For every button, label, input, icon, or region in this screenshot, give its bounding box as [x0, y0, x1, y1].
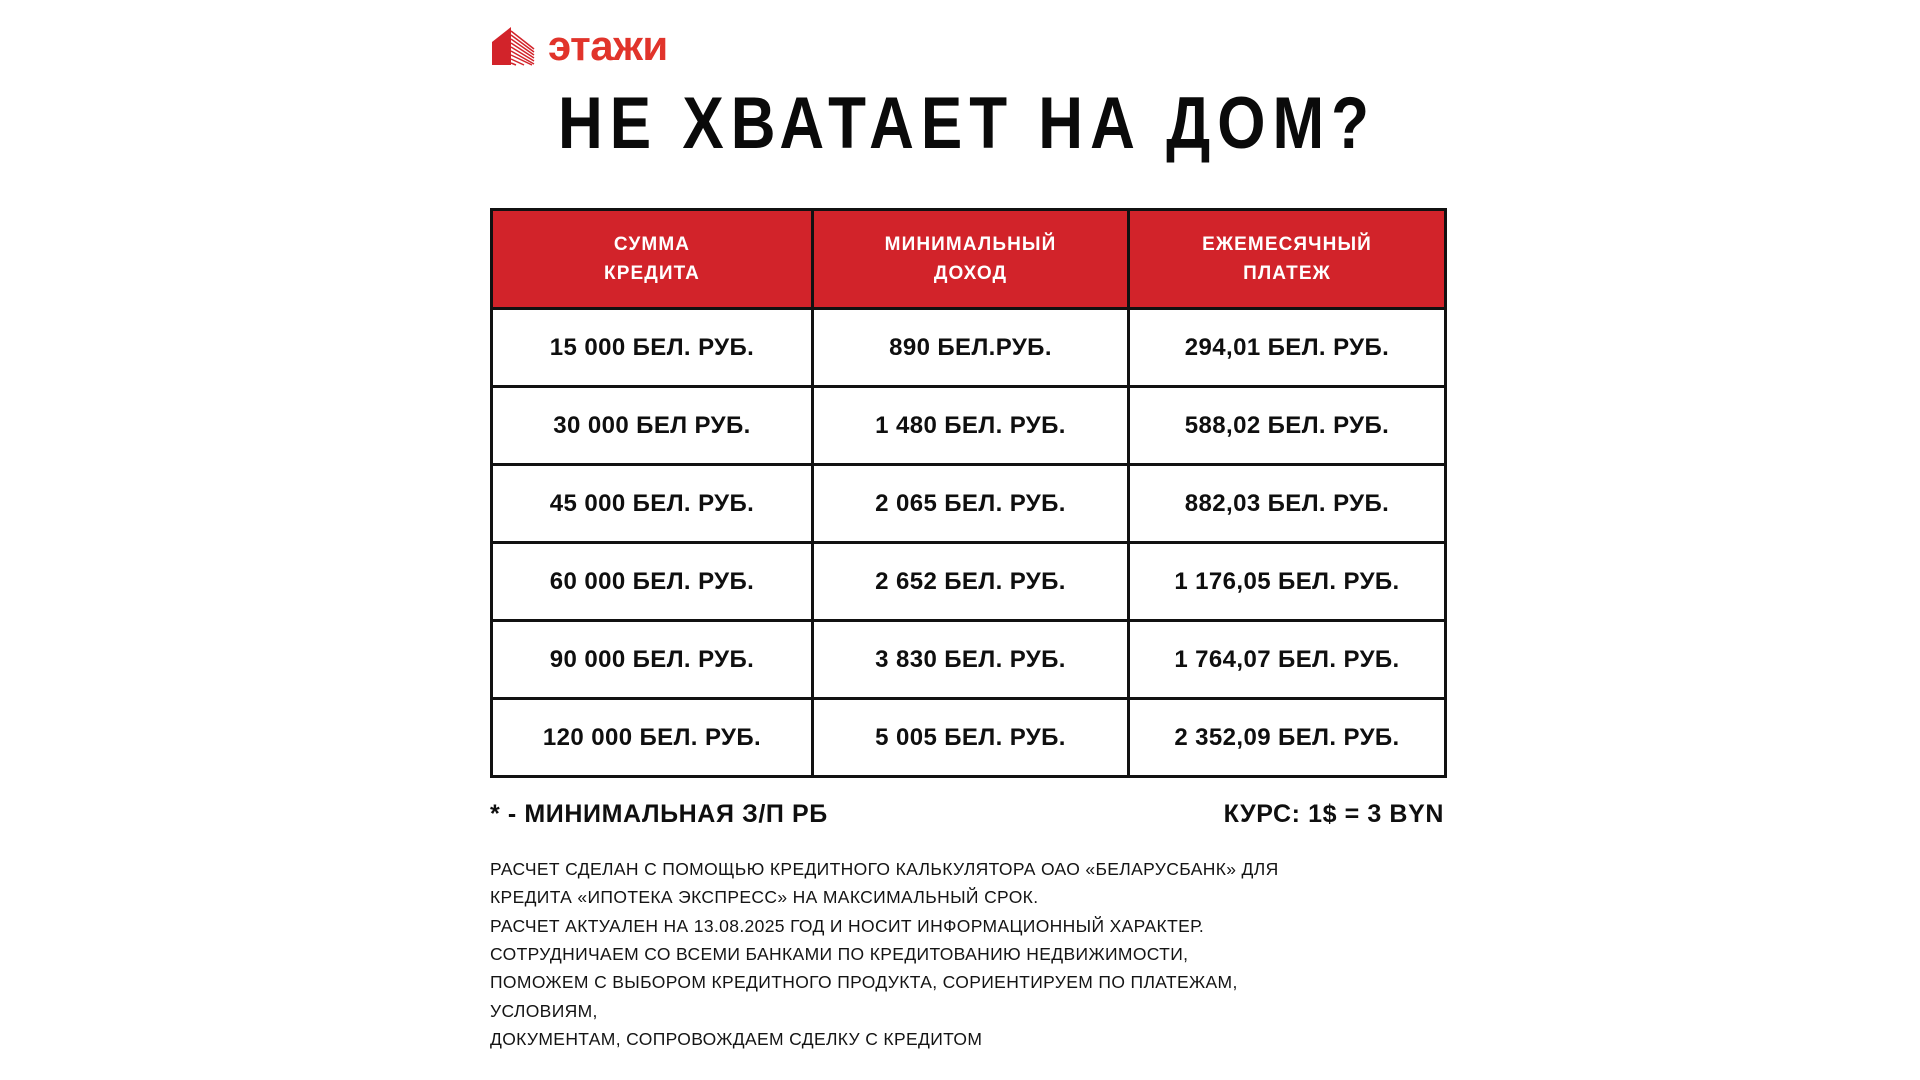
disclaimer-line-3: РАСЧЕТ АКТУАЛЕН НА 13.08.2025 ГОД И НОСИ… [490, 915, 1205, 936]
header-line-2: ДОХОД [933, 263, 1008, 284]
page-title: НЕ ХВАТАЕТ НА ДОМ? [558, 83, 1376, 165]
disclaimer-line-5: ПОМОЖЕМ С ВЫБОРОМ КРЕДИТНОГО ПРОДУКТА, С… [490, 972, 1238, 993]
header-line-2: ПЛАТЕЖ [1243, 263, 1331, 284]
exchange-rate-note: КУРС: 1$ = 3 BYN [1223, 800, 1444, 828]
header-line-1: СУММА [613, 233, 691, 255]
cell-minimum-income: 5 005 БЕЛ. РУБ. [811, 697, 1130, 778]
table-row: 120 000 БЕЛ. РУБ. 5 005 БЕЛ. РУБ. 2 352,… [490, 697, 1447, 778]
disclaimer-line-6: УСЛОВИЯМ, [490, 1000, 598, 1021]
column-header-monthly-payment: ЕЖЕМЕСЯЧНЫЙ ПЛАТЕЖ [1127, 208, 1447, 310]
cell-loan-amount: 15 000 БЕЛ. РУБ. [490, 307, 814, 388]
disclaimer-text: РАСЧЕТ СДЕЛАН С ПОМОЩЬЮ КРЕДИТНОГО КАЛЬК… [490, 855, 1444, 1053]
table-row: 45 000 БЕЛ. РУБ. 2 065 БЕЛ. РУБ. 882,03 … [490, 463, 1447, 544]
cell-monthly-payment: 1 764,07 БЕЛ. РУБ. [1127, 619, 1447, 700]
cell-monthly-payment: 882,03 БЕЛ. РУБ. [1127, 463, 1447, 544]
minimum-salary-note: * - МИНИМАЛЬНАЯ З/П РБ [490, 800, 828, 828]
cell-monthly-payment: 2 352,09 БЕЛ. РУБ. [1127, 697, 1447, 778]
cell-loan-amount: 60 000 БЕЛ. РУБ. [490, 541, 814, 622]
table-row: 15 000 БЕЛ. РУБ. 890 БЕЛ.РУБ. 294,01 БЕЛ… [490, 307, 1447, 388]
cell-minimum-income: 1 480 БЕЛ. РУБ. [811, 385, 1130, 466]
notes-row: * - МИНИМАЛЬНАЯ З/П РБ КУРС: 1$ = 3 BYN [490, 800, 1444, 829]
brand-wordmark: этажи [548, 22, 668, 69]
brand-logo[interactable]: этажи [490, 0, 1444, 72]
disclaimer-line-1: РАСЧЕТ СДЕЛАН С ПОМОЩЬЮ КРЕДИТНОГО КАЛЬК… [490, 859, 1279, 879]
header-row: СУММА КРЕДИТА МИНИМАЛЬНЫЙ ДОХОД ЕЖЕМЕСЯЧ… [490, 208, 1447, 310]
disclaimer-line-4: СОТРУДНИЧАЕМ СО ВСЕМИ БАНКАМИ ПО КРЕДИТО… [490, 944, 1189, 965]
credit-rate-table: СУММА КРЕДИТА МИНИМАЛЬНЫЙ ДОХОД ЕЖЕМЕСЯЧ… [490, 208, 1447, 778]
table-row: 60 000 БЕЛ. РУБ. 2 652 БЕЛ. РУБ. 1 176,0… [490, 541, 1447, 622]
header-line-1: МИНИМАЛЬНЫЙ [884, 233, 1057, 255]
header-line-1: ЕЖЕМЕСЯЧНЫЙ [1202, 233, 1372, 255]
table-row: 90 000 БЕЛ. РУБ. 3 830 БЕЛ. РУБ. 1 764,0… [490, 619, 1447, 700]
cell-minimum-income: 890 БЕЛ.РУБ. [811, 307, 1130, 388]
building-tower-icon [492, 27, 535, 66]
cell-loan-amount: 90 000 БЕЛ. РУБ. [490, 619, 814, 700]
table-row: 30 000 БЕЛ РУБ. 1 480 БЕЛ. РУБ. 588,02 Б… [490, 385, 1447, 466]
cell-monthly-payment: 294,01 БЕЛ. РУБ. [1127, 307, 1447, 388]
table-header: СУММА КРЕДИТА МИНИМАЛЬНЫЙ ДОХОД ЕЖЕМЕСЯЧ… [490, 208, 1447, 310]
cell-loan-amount: 120 000 БЕЛ. РУБ. [490, 697, 814, 778]
cell-monthly-payment: 588,02 БЕЛ. РУБ. [1127, 385, 1447, 466]
disclaimer-line-7: ДОКУМЕНТАМ, СОПРОВОЖДАЕМ СДЕЛКУ С КРЕДИТ… [490, 1029, 983, 1050]
cell-minimum-income: 3 830 БЕЛ. РУБ. [811, 619, 1130, 700]
disclaimer-line-2: КРЕДИТА «ИПОТЕКА ЭКСПРЕСС» НА МАКСИМАЛЬН… [490, 887, 1039, 908]
column-header-minimum-income: МИНИМАЛЬНЫЙ ДОХОД [811, 208, 1130, 310]
table-body: 15 000 БЕЛ. РУБ. 890 БЕЛ.РУБ. 294,01 БЕЛ… [490, 307, 1447, 778]
cell-monthly-payment: 1 176,05 БЕЛ. РУБ. [1127, 541, 1447, 622]
cell-loan-amount: 45 000 БЕЛ. РУБ. [490, 463, 814, 544]
cell-loan-amount: 30 000 БЕЛ РУБ. [490, 385, 814, 466]
header-line-2: КРЕДИТА [604, 263, 700, 284]
content-column: этажи НЕ ХВАТАЕТ НА ДОМ? СУММА КРЕДИТА М… [490, 0, 1447, 1053]
cell-minimum-income: 2 065 БЕЛ. РУБ. [811, 463, 1130, 544]
cell-minimum-income: 2 652 БЕЛ. РУБ. [811, 541, 1130, 622]
column-header-loan-amount: СУММА КРЕДИТА [490, 208, 814, 310]
